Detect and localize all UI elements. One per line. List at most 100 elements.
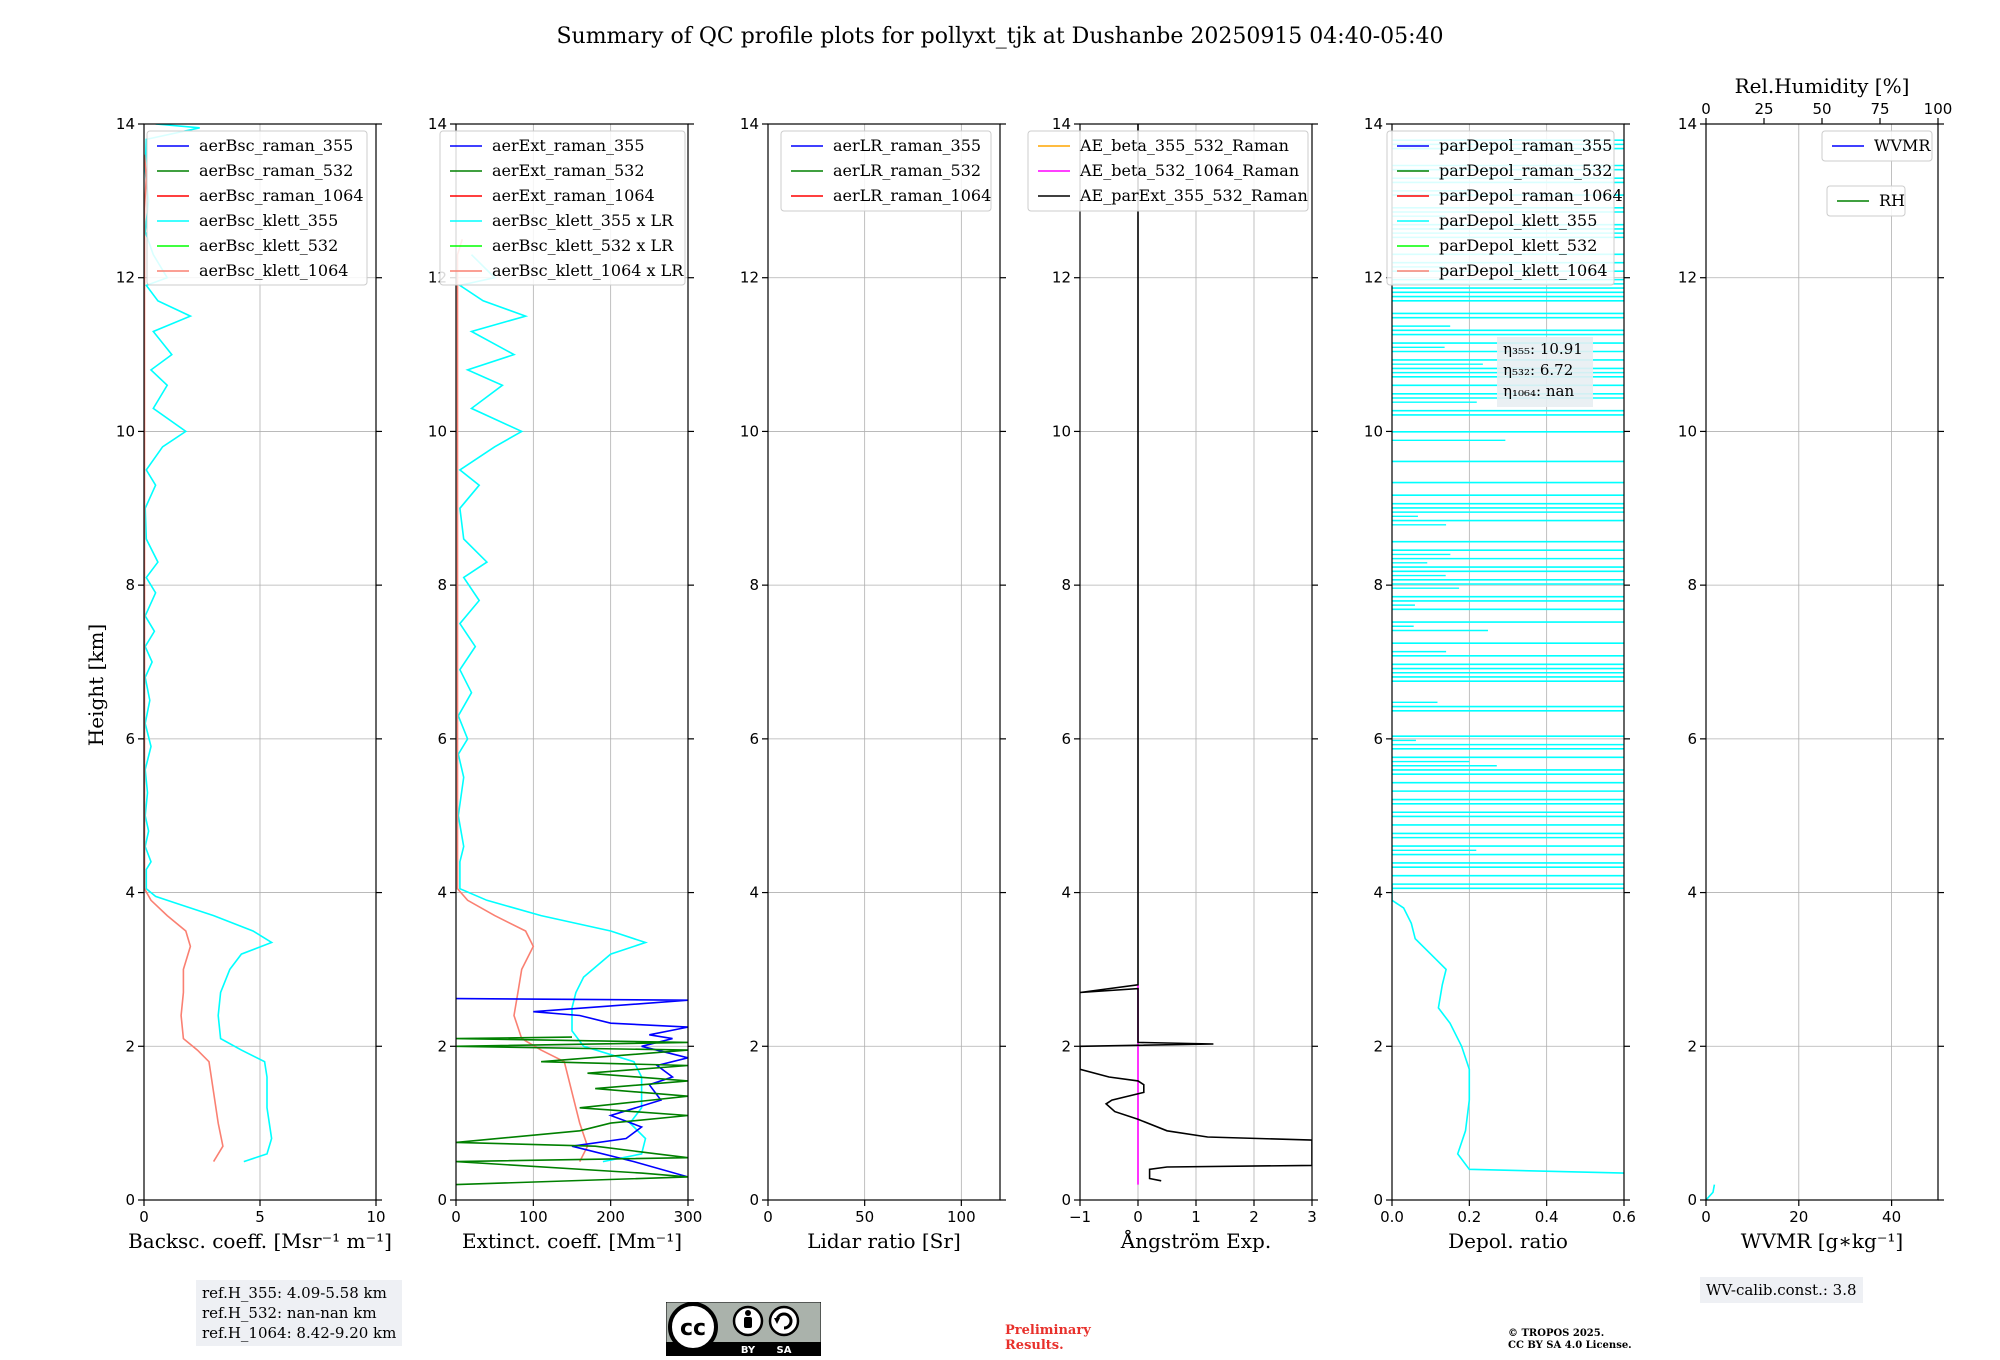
y-tick-label: 8: [1687, 576, 1697, 594]
series-WVMR: [1706, 1184, 1716, 1200]
legend-label: AE_beta_355_532_Raman: [1079, 136, 1289, 155]
ref-height-355: ref.H_355: 4.09-5.58 km: [202, 1284, 387, 1302]
legend-label: WVMR: [1874, 136, 1931, 155]
top-x-tick-label: 50: [1812, 100, 1831, 118]
annotation-line: η₅₃₂: 6.72: [1503, 361, 1573, 379]
legend-label: aerBsc_klett_532: [199, 236, 338, 255]
legend-label: aerBsc_klett_355 x LR: [492, 211, 674, 230]
wv-calibration-box: WV-calib.const.: 3.8: [1700, 1277, 1863, 1303]
x-tick-label: 0: [1701, 1208, 1711, 1226]
series-aerBsc_klett_1064 x LR: [456, 239, 589, 1162]
panel-backscatter: 0 2 4 6 8 10 12 14 0 5 10 Backsc. coeff. [Msr⁻¹ m⁻¹…: [116, 115, 392, 1253]
x-axis-label: Lidar ratio [Sr]: [807, 1229, 961, 1253]
legend-label: aerLR_raman_355: [833, 136, 981, 155]
top-x-tick-label: 75: [1870, 100, 1889, 118]
legend-label: RH: [1879, 191, 1905, 210]
x-tick-label: 0.6: [1612, 1208, 1636, 1226]
y-tick-label: 4: [749, 884, 759, 902]
svg-text:cc: cc: [680, 1316, 706, 1341]
legend: WVMR: [1821, 130, 1933, 162]
y-tick-label: 0: [749, 1191, 759, 1209]
y-tick-label: 0: [437, 1191, 447, 1209]
legend-box: [146, 130, 368, 286]
legend: aerExt_raman_355 aerExt_raman_532 aerExt_r…: [439, 130, 686, 286]
y-tick-label: 14: [740, 115, 759, 133]
y-tick-label: 14: [1052, 115, 1071, 133]
y-tick-label: 6: [1061, 730, 1071, 748]
x-tick-label: 0.4: [1535, 1208, 1559, 1226]
y-tick-label: 4: [1061, 884, 1071, 902]
x-tick-label: 0.0: [1380, 1208, 1404, 1226]
y-tick-label: 2: [1373, 1037, 1383, 1055]
panel-lidar-ratio: 0 2 4 6 8 10 12 14 0 50 100 Lidar ratio [Sr] aerLR_r…: [740, 115, 1006, 1253]
y-tick-label: 8: [125, 576, 135, 594]
x-tick-label: 2: [1249, 1208, 1259, 1226]
cc-icon: [668, 1302, 718, 1352]
copyright-line-2: CC BY SA 4.0 License.: [1508, 1340, 1632, 1351]
y-tick-label: 12: [1364, 269, 1383, 287]
x-tick-label: 50: [855, 1208, 874, 1226]
x-axis-label: Ångström Exp.: [1120, 1228, 1271, 1253]
x-axis-label: Depol. ratio: [1448, 1229, 1568, 1253]
cc-sa-label: SA: [777, 1345, 792, 1356]
gridlines: [1705, 123, 1938, 1201]
legend-box: [439, 130, 686, 286]
x-tick-label: 100: [947, 1208, 976, 1226]
x-tick-label: 10: [366, 1208, 385, 1226]
legend: aerLR_raman_355 aerLR_raman_532 aerLR_rama…: [780, 130, 992, 212]
y-tick-label: 10: [428, 422, 447, 440]
series-group: [1080, 124, 1312, 1185]
y-tick-label: 12: [116, 269, 135, 287]
series-aerBsc_klett_1064: [144, 154, 224, 1163]
preliminary-line-1: Preliminary: [1005, 1323, 1091, 1338]
x-tick-label: −1: [1069, 1208, 1091, 1226]
legend-label: aerExt_raman_1064: [492, 186, 655, 205]
x-tick-label: 0: [1133, 1208, 1143, 1226]
series-group: [1392, 884, 1624, 1174]
y-tick-label: 10: [116, 422, 135, 440]
gridlines: [767, 123, 1000, 1201]
share-alike-icon: [768, 1305, 800, 1337]
cc-by-label: BY: [741, 1345, 756, 1356]
series-aerExt_raman_532: [456, 1036, 688, 1186]
series-aerBsc_klett_355: [144, 124, 274, 1163]
legend-label: aerExt_raman_355: [492, 136, 645, 155]
legend-box: [1821, 130, 1933, 162]
y-tick-label: 2: [749, 1037, 759, 1055]
y-tick-label: 6: [125, 730, 135, 748]
y-tick-label: 6: [437, 730, 447, 748]
y-tick-label: 6: [1687, 730, 1697, 748]
y-tick-label: 0: [1687, 1191, 1697, 1209]
series-aerExt_raman_355: [456, 997, 688, 1178]
y-tick-label: 12: [1052, 269, 1071, 287]
x-tick-label: 200: [596, 1208, 625, 1226]
series-AE_parExt_355_532_Raman: [1080, 124, 1312, 1182]
y-tick-label: 14: [116, 115, 135, 133]
y-tick-label: 2: [1061, 1037, 1071, 1055]
x-tick-label: 1: [1191, 1208, 1201, 1226]
y-tick-label: 12: [740, 269, 759, 287]
x-tick-label: 3: [1307, 1208, 1317, 1226]
y-tick-label: 2: [125, 1037, 135, 1055]
y-tick-label: 0: [1373, 1191, 1383, 1209]
legend-label: parDepol_klett_1064: [1439, 261, 1608, 280]
top-x-axis-label: Rel.Humidity [%]: [1735, 74, 1910, 98]
legend-label: aerBsc_klett_1064 x LR: [492, 261, 684, 280]
legend-label: parDepol_klett_532: [1439, 236, 1597, 255]
x-tick-label: 100: [519, 1208, 548, 1226]
x-tick-label: 300: [674, 1208, 703, 1226]
legend-label: aerBsc_raman_532: [199, 161, 353, 180]
legend-label: parDepol_raman_532: [1439, 161, 1612, 180]
legend-label: aerBsc_klett_355: [199, 211, 338, 230]
series-parDepol_klett_355: [1392, 884, 1624, 1174]
y-tick-label: 2: [1687, 1037, 1697, 1055]
reference-height-box: ref.H_355: 4.09-5.58 km ref.H_532: nan-n…: [196, 1280, 403, 1346]
top-x-tick-label: 0: [1701, 100, 1711, 118]
y-tick-label: 6: [1373, 730, 1383, 748]
legend-label: aerLR_raman_532: [833, 161, 981, 180]
y-tick-label: 14: [428, 115, 447, 133]
x-tick-label: 0: [763, 1208, 773, 1226]
